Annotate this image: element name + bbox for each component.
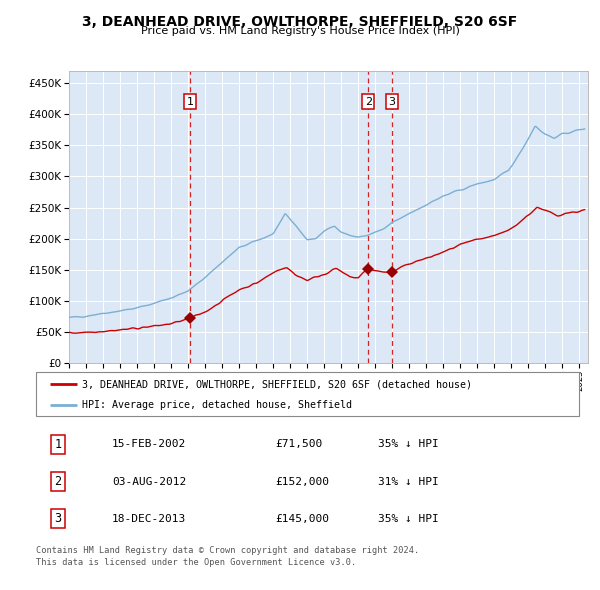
Text: Price paid vs. HM Land Registry's House Price Index (HPI): Price paid vs. HM Land Registry's House … bbox=[140, 26, 460, 36]
Text: 35% ↓ HPI: 35% ↓ HPI bbox=[378, 440, 439, 450]
Text: 3, DEANHEAD DRIVE, OWLTHORPE, SHEFFIELD, S20 6SF (detached house): 3, DEANHEAD DRIVE, OWLTHORPE, SHEFFIELD,… bbox=[82, 379, 472, 389]
Text: 2: 2 bbox=[365, 97, 372, 107]
Text: £145,000: £145,000 bbox=[275, 514, 329, 524]
Text: 1: 1 bbox=[187, 97, 194, 107]
Text: 3, DEANHEAD DRIVE, OWLTHORPE, SHEFFIELD, S20 6SF: 3, DEANHEAD DRIVE, OWLTHORPE, SHEFFIELD,… bbox=[82, 15, 518, 29]
Text: This data is licensed under the Open Government Licence v3.0.: This data is licensed under the Open Gov… bbox=[36, 558, 356, 566]
Text: 3: 3 bbox=[388, 97, 395, 107]
Text: 15-FEB-2002: 15-FEB-2002 bbox=[112, 440, 186, 450]
Text: 1: 1 bbox=[54, 438, 61, 451]
Text: Contains HM Land Registry data © Crown copyright and database right 2024.: Contains HM Land Registry data © Crown c… bbox=[36, 546, 419, 555]
Text: 2: 2 bbox=[54, 475, 61, 488]
Text: 03-AUG-2012: 03-AUG-2012 bbox=[112, 477, 186, 487]
Text: HPI: Average price, detached house, Sheffield: HPI: Average price, detached house, Shef… bbox=[82, 400, 352, 410]
Text: 3: 3 bbox=[54, 512, 61, 525]
Text: 18-DEC-2013: 18-DEC-2013 bbox=[112, 514, 186, 524]
Text: £71,500: £71,500 bbox=[275, 440, 322, 450]
Text: 31% ↓ HPI: 31% ↓ HPI bbox=[378, 477, 439, 487]
Text: 35% ↓ HPI: 35% ↓ HPI bbox=[378, 514, 439, 524]
Text: £152,000: £152,000 bbox=[275, 477, 329, 487]
